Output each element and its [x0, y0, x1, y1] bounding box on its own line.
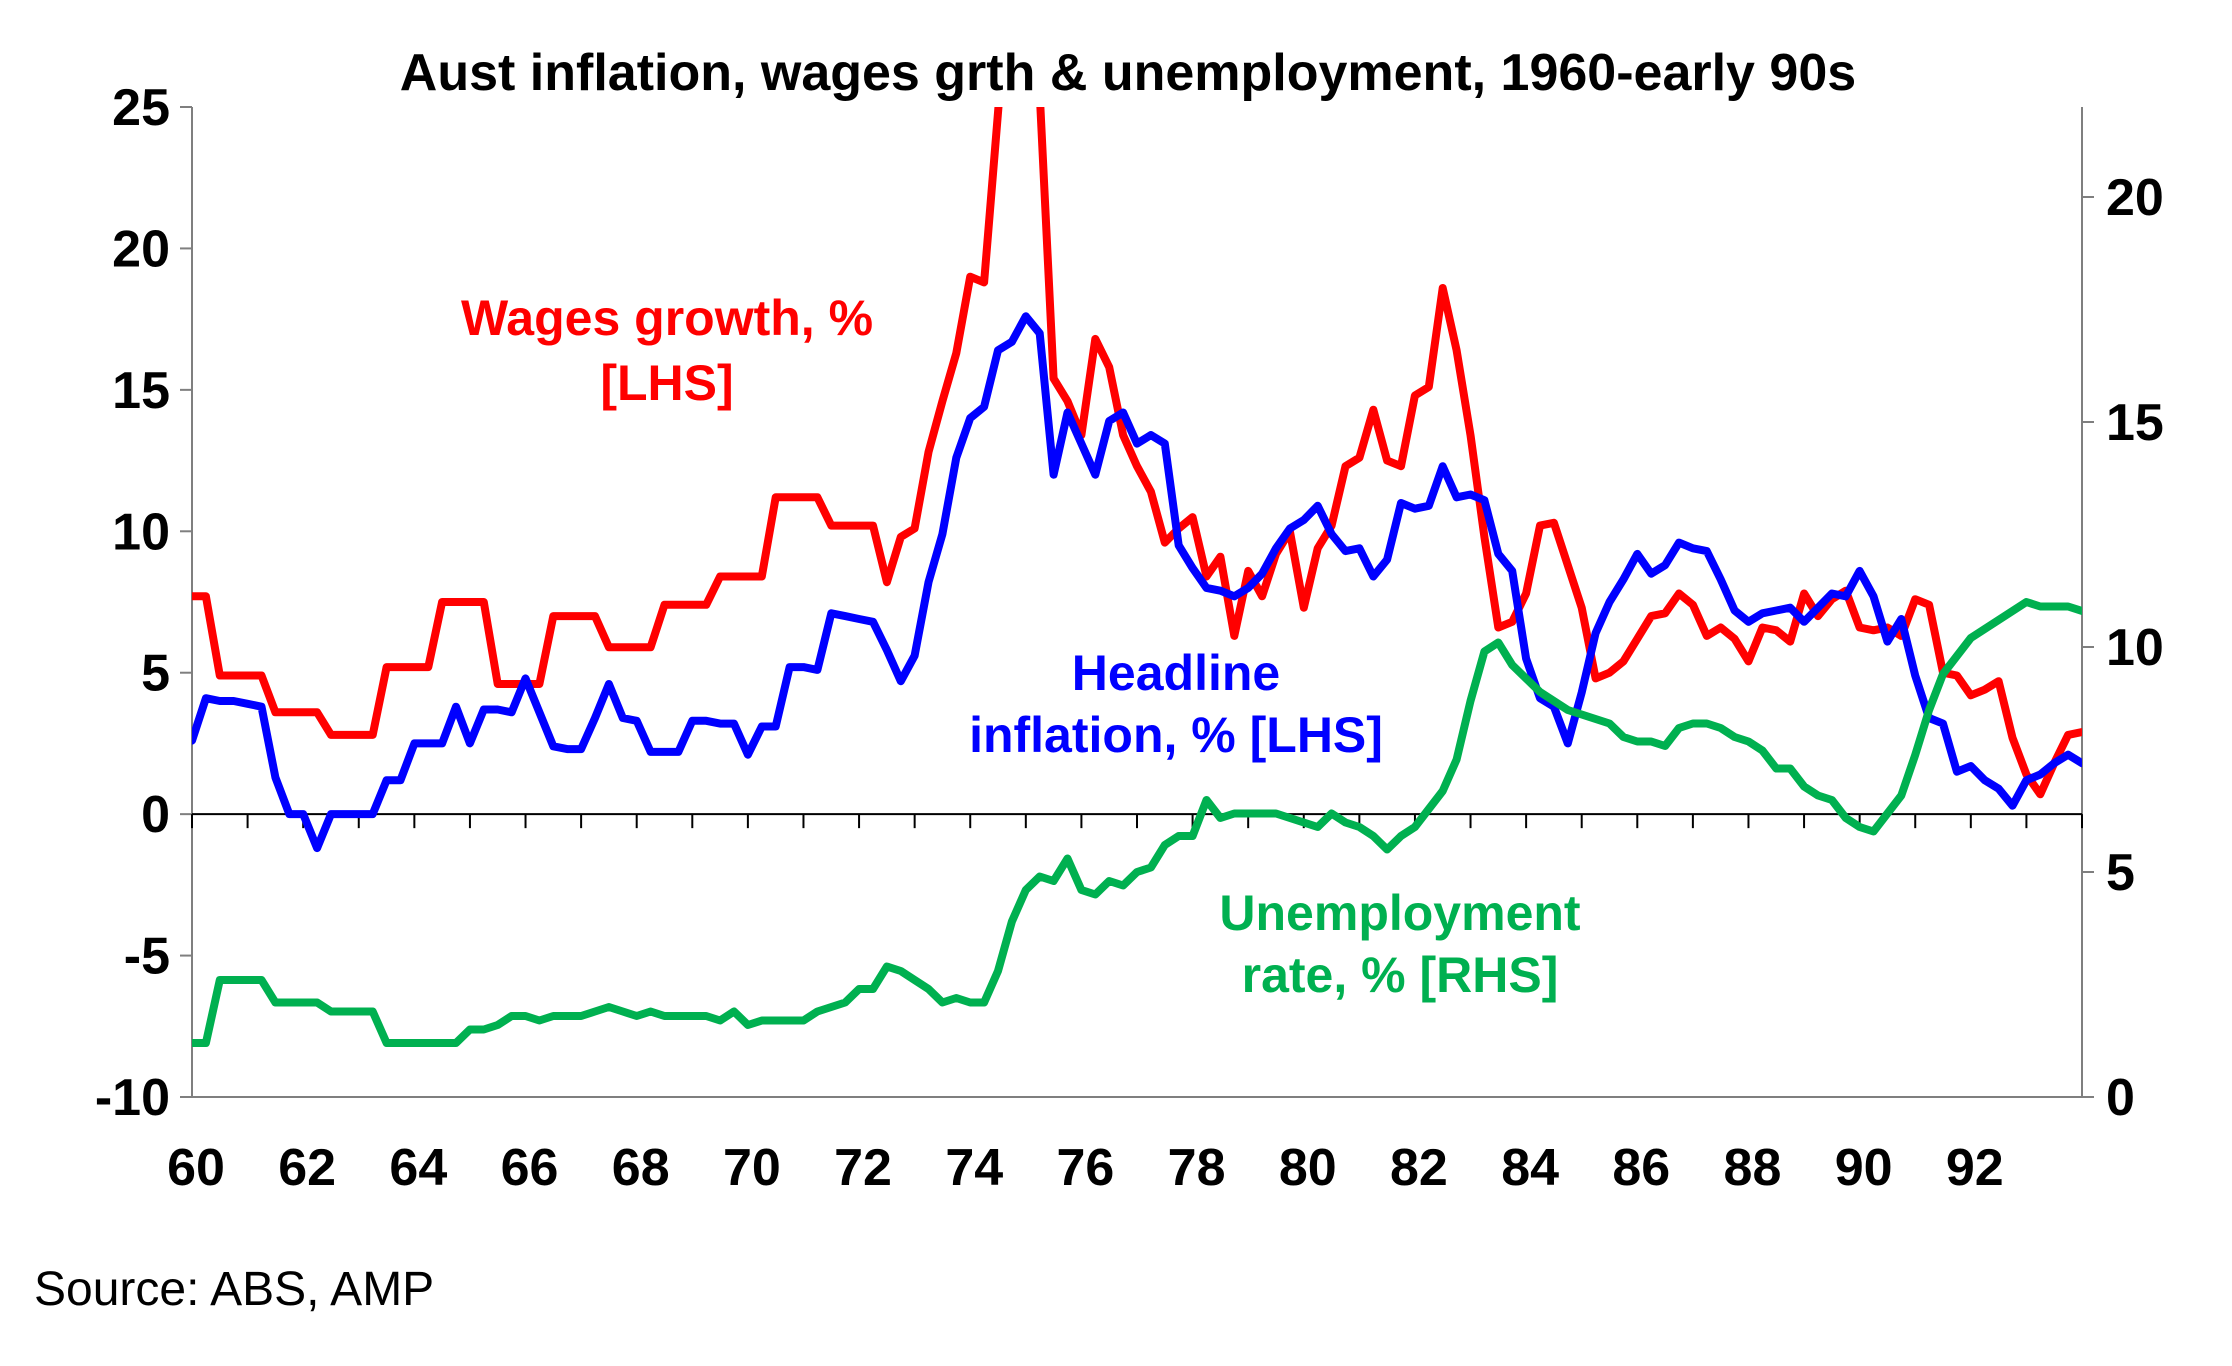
y-right-tick-label: 20 [2106, 169, 2164, 227]
y-left-tick-label: 25 [112, 79, 170, 137]
headline-inflation-line [192, 312, 2082, 853]
series-layer [192, 107, 2082, 1047]
y-right-tick-label: 5 [2106, 844, 2135, 902]
wages-growth-line [192, 107, 2082, 799]
x-tick-label: 78 [1168, 1139, 1226, 1197]
y-left-tick-label: -5 [124, 928, 170, 986]
y-left-tick-label: 10 [112, 503, 170, 561]
x-tick-label: 88 [1724, 1139, 1782, 1197]
y-right-tick-label: 0 [2106, 1069, 2135, 1127]
axes [180, 106, 2094, 1098]
tick-labels: 25 20 15 10 5 0 -5 -10 20 15 10 5 0 60 62 64 66 68 70 72 74 7… [95, 79, 2164, 1197]
wages-label-line2: [LHS] [600, 355, 733, 411]
x-tick-label: 66 [501, 1139, 559, 1197]
inflation-label-line2: inflation, % [LHS] [969, 707, 1383, 763]
x-tick-label: 82 [1390, 1139, 1448, 1197]
y-right-tick-label: 10 [2106, 619, 2164, 677]
wages-label-line1: Wages growth, % [461, 290, 873, 346]
y-left-tick-label: -10 [95, 1069, 170, 1127]
x-tick-label: 92 [1946, 1139, 2004, 1197]
chart-title: Aust inflation, wages grth & unemploymen… [400, 44, 1856, 102]
x-tick-label: 74 [945, 1139, 1003, 1197]
inflation-label-line1: Headline [1072, 645, 1280, 701]
y-left-tick-label: 20 [112, 220, 170, 278]
x-tick-label: 62 [278, 1139, 336, 1197]
x-tick-label: 86 [1612, 1139, 1670, 1197]
unemployment-label-line2: rate, % [RHS] [1242, 947, 1559, 1003]
x-tick-label: 84 [1501, 1139, 1559, 1197]
unemployment-rate-line [192, 598, 2082, 1047]
y-left-tick-label: 15 [112, 362, 170, 420]
zero-line [191, 813, 2083, 829]
x-tick-label: 72 [834, 1139, 892, 1197]
source-note: Source: ABS, AMP [34, 1263, 435, 1316]
x-tick-label: 76 [1056, 1139, 1114, 1197]
y-left-tick-label: 5 [141, 645, 170, 703]
x-tick-label: 68 [612, 1139, 670, 1197]
unemployment-label-line1: Unemployment [1219, 885, 1581, 941]
x-tick-label: 90 [1835, 1139, 1893, 1197]
y-left-tick-label: 0 [141, 786, 170, 844]
y-right-tick-label: 15 [2106, 394, 2164, 452]
x-tick-label: 70 [723, 1139, 781, 1197]
x-tick-label: 64 [389, 1139, 447, 1197]
x-tick-label: 80 [1279, 1139, 1337, 1197]
x-tick-label: 60 [167, 1139, 225, 1197]
